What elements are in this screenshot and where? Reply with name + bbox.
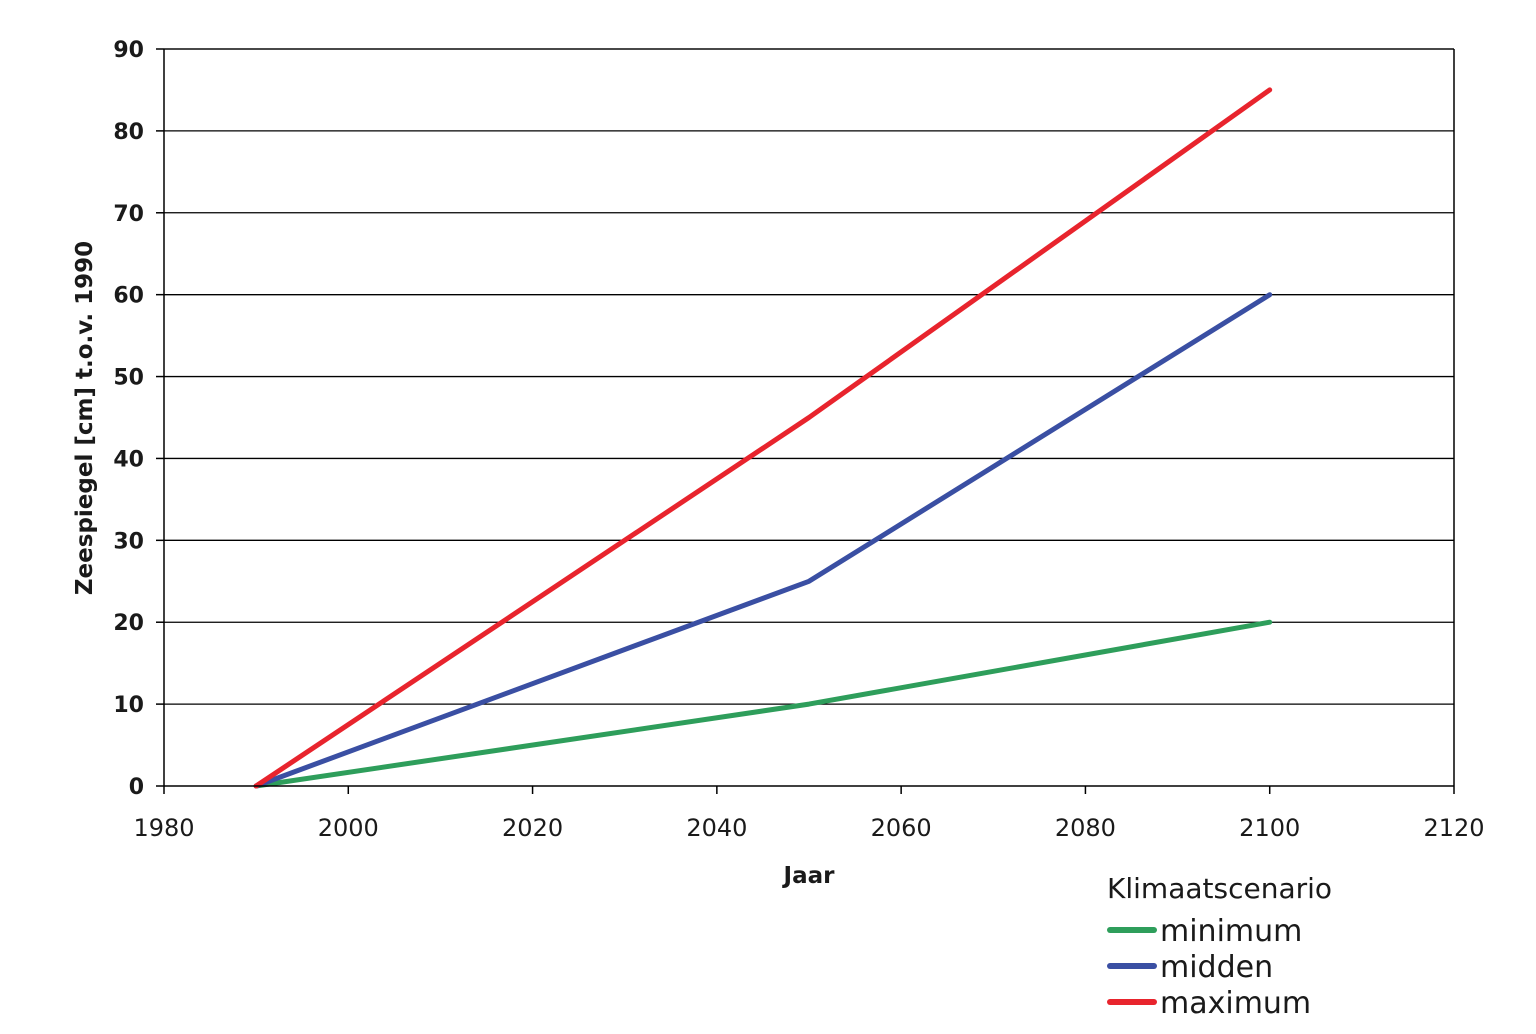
x-tick-label: 2060 (871, 814, 932, 842)
x-tick-label: 2040 (686, 814, 747, 842)
y-tick-label: 90 (113, 38, 144, 63)
y-tick-label: 20 (113, 611, 144, 636)
y-tick-label: 30 (113, 529, 144, 554)
x-tick-label: 2020 (502, 814, 563, 842)
y-tick-label: 60 (113, 284, 144, 309)
y-tick-label: 0 (129, 775, 144, 800)
series-lines (253, 87, 1273, 789)
x-tick-labels: 1980 2000 2020 2040 2060 2080 2100 2120 (133, 814, 1484, 842)
legend-label-minimum: minimum (1160, 914, 1302, 949)
y-axis-title: Zeespiegel [cm] t.o.v. 1990 (72, 241, 98, 595)
y-tick-label: 80 (113, 120, 144, 145)
series-line-maximum (253, 87, 1273, 789)
axes (156, 48, 1455, 794)
gridlines (164, 48, 1454, 705)
y-tick-label: 40 (113, 447, 144, 472)
series-line-minimum (253, 619, 1273, 789)
legend-label-maximum: maximum (1160, 986, 1311, 1021)
x-axis-title: Jaar (782, 863, 836, 889)
x-tick-label: 2120 (1423, 814, 1484, 842)
y-tick-label: 10 (113, 693, 144, 718)
y-tick-label: 50 (113, 366, 144, 391)
x-tick-label: 2000 (318, 814, 379, 842)
x-tick-label: 2080 (1055, 814, 1116, 842)
x-tick-label: 1980 (133, 814, 194, 842)
y-tick-label: 70 (113, 202, 144, 227)
x-tick-label: 2100 (1239, 814, 1300, 842)
series-line-midden (253, 292, 1273, 789)
legend-label-midden: midden (1160, 950, 1273, 985)
legend-title: Klimaatscenario (1107, 872, 1332, 905)
y-tick-labels: 0 10 20 30 40 50 60 70 80 90 (113, 38, 144, 800)
